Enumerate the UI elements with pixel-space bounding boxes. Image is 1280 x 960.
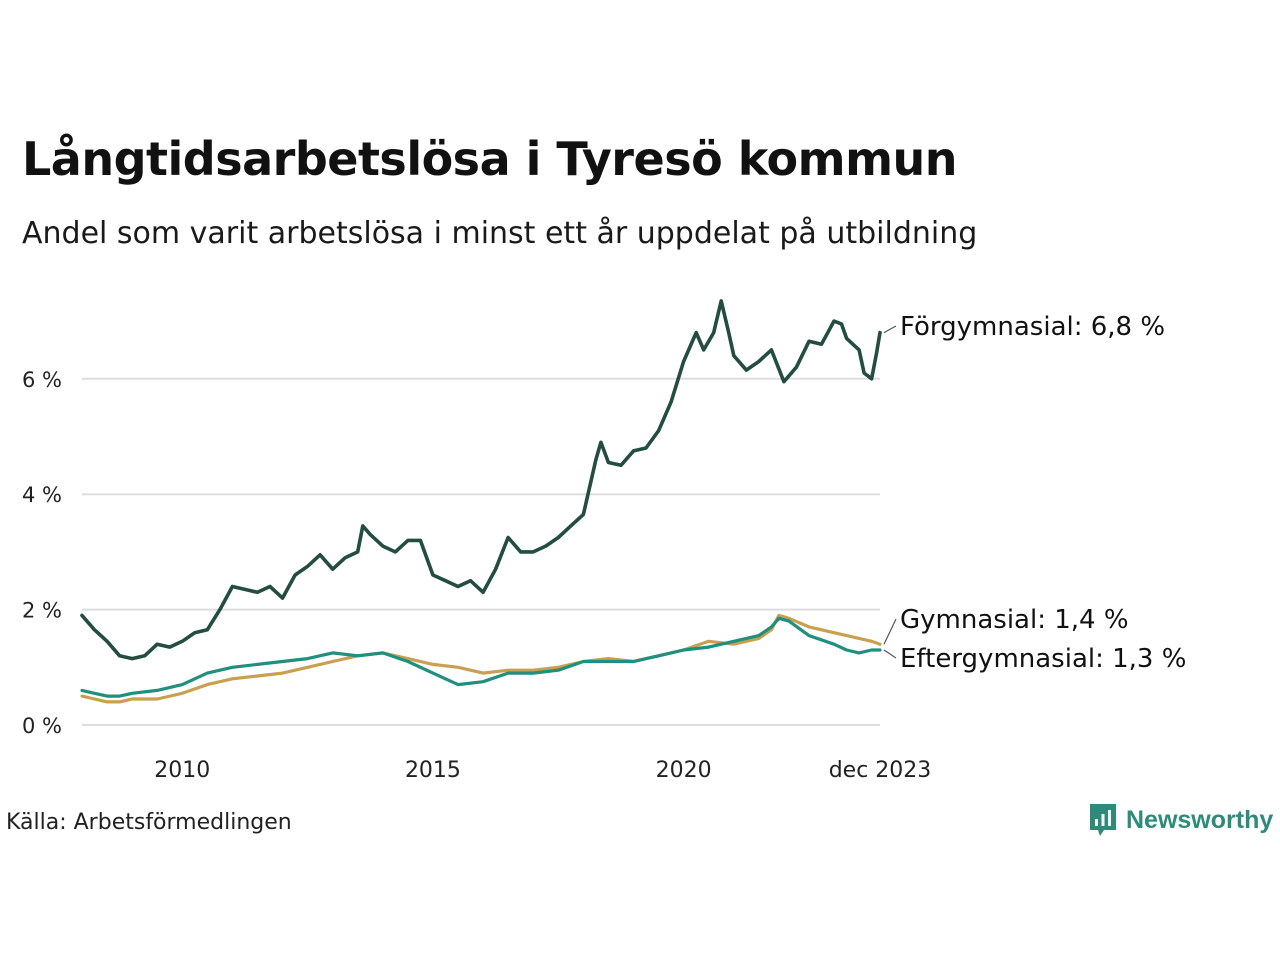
x-tick-label: 2020 xyxy=(656,758,712,783)
brand-name: Newsworthy xyxy=(1126,805,1274,834)
series-line-eftergymnasial xyxy=(80,616,882,698)
chart-subtitle: Andel som varit arbetslösa i minst ett å… xyxy=(22,216,978,251)
end-label-gymnasial: Gymnasial: 1,4 % xyxy=(900,605,1129,635)
series-line-förgymnasial xyxy=(80,299,882,661)
newsworthy-logo-icon xyxy=(1090,804,1116,836)
end-label-eftergymnasial: Eftergymnasial: 1,3 % xyxy=(900,644,1186,674)
x-tick-label: 2010 xyxy=(154,758,210,783)
y-tick-label: 2 % xyxy=(22,599,62,623)
leader-line xyxy=(883,325,897,334)
chart-title: Långtidsarbetslösa i Tyresö kommun xyxy=(22,132,958,186)
y-tick-label: 0 % xyxy=(22,714,62,738)
end-label-förgymnasial: Förgymnasial: 6,8 % xyxy=(900,312,1165,342)
x-tick-label: dec 2023 xyxy=(829,758,932,783)
x-tick-label: 2015 xyxy=(405,758,461,783)
series-layer xyxy=(80,299,882,704)
brand-logo[interactable]: Newsworthy xyxy=(1088,802,1273,838)
grid-layer xyxy=(82,377,880,726)
source-note: Källa: Arbetsförmedlingen xyxy=(6,810,292,835)
series-line-gymnasial xyxy=(80,613,882,704)
leader-line xyxy=(883,649,897,659)
y-tick-label: 4 % xyxy=(22,483,62,507)
y-tick-label: 6 % xyxy=(22,368,62,392)
leader-line xyxy=(883,618,897,645)
label-layer: 0 % 2 % 4 % 6 % 2010 2015 2020 dec 2023 Förgymna… xyxy=(22,312,1186,783)
line-chart: 0 % 2 % 4 % 6 % 2010 2015 2020 dec 2023 Förgymna… xyxy=(22,299,1186,783)
